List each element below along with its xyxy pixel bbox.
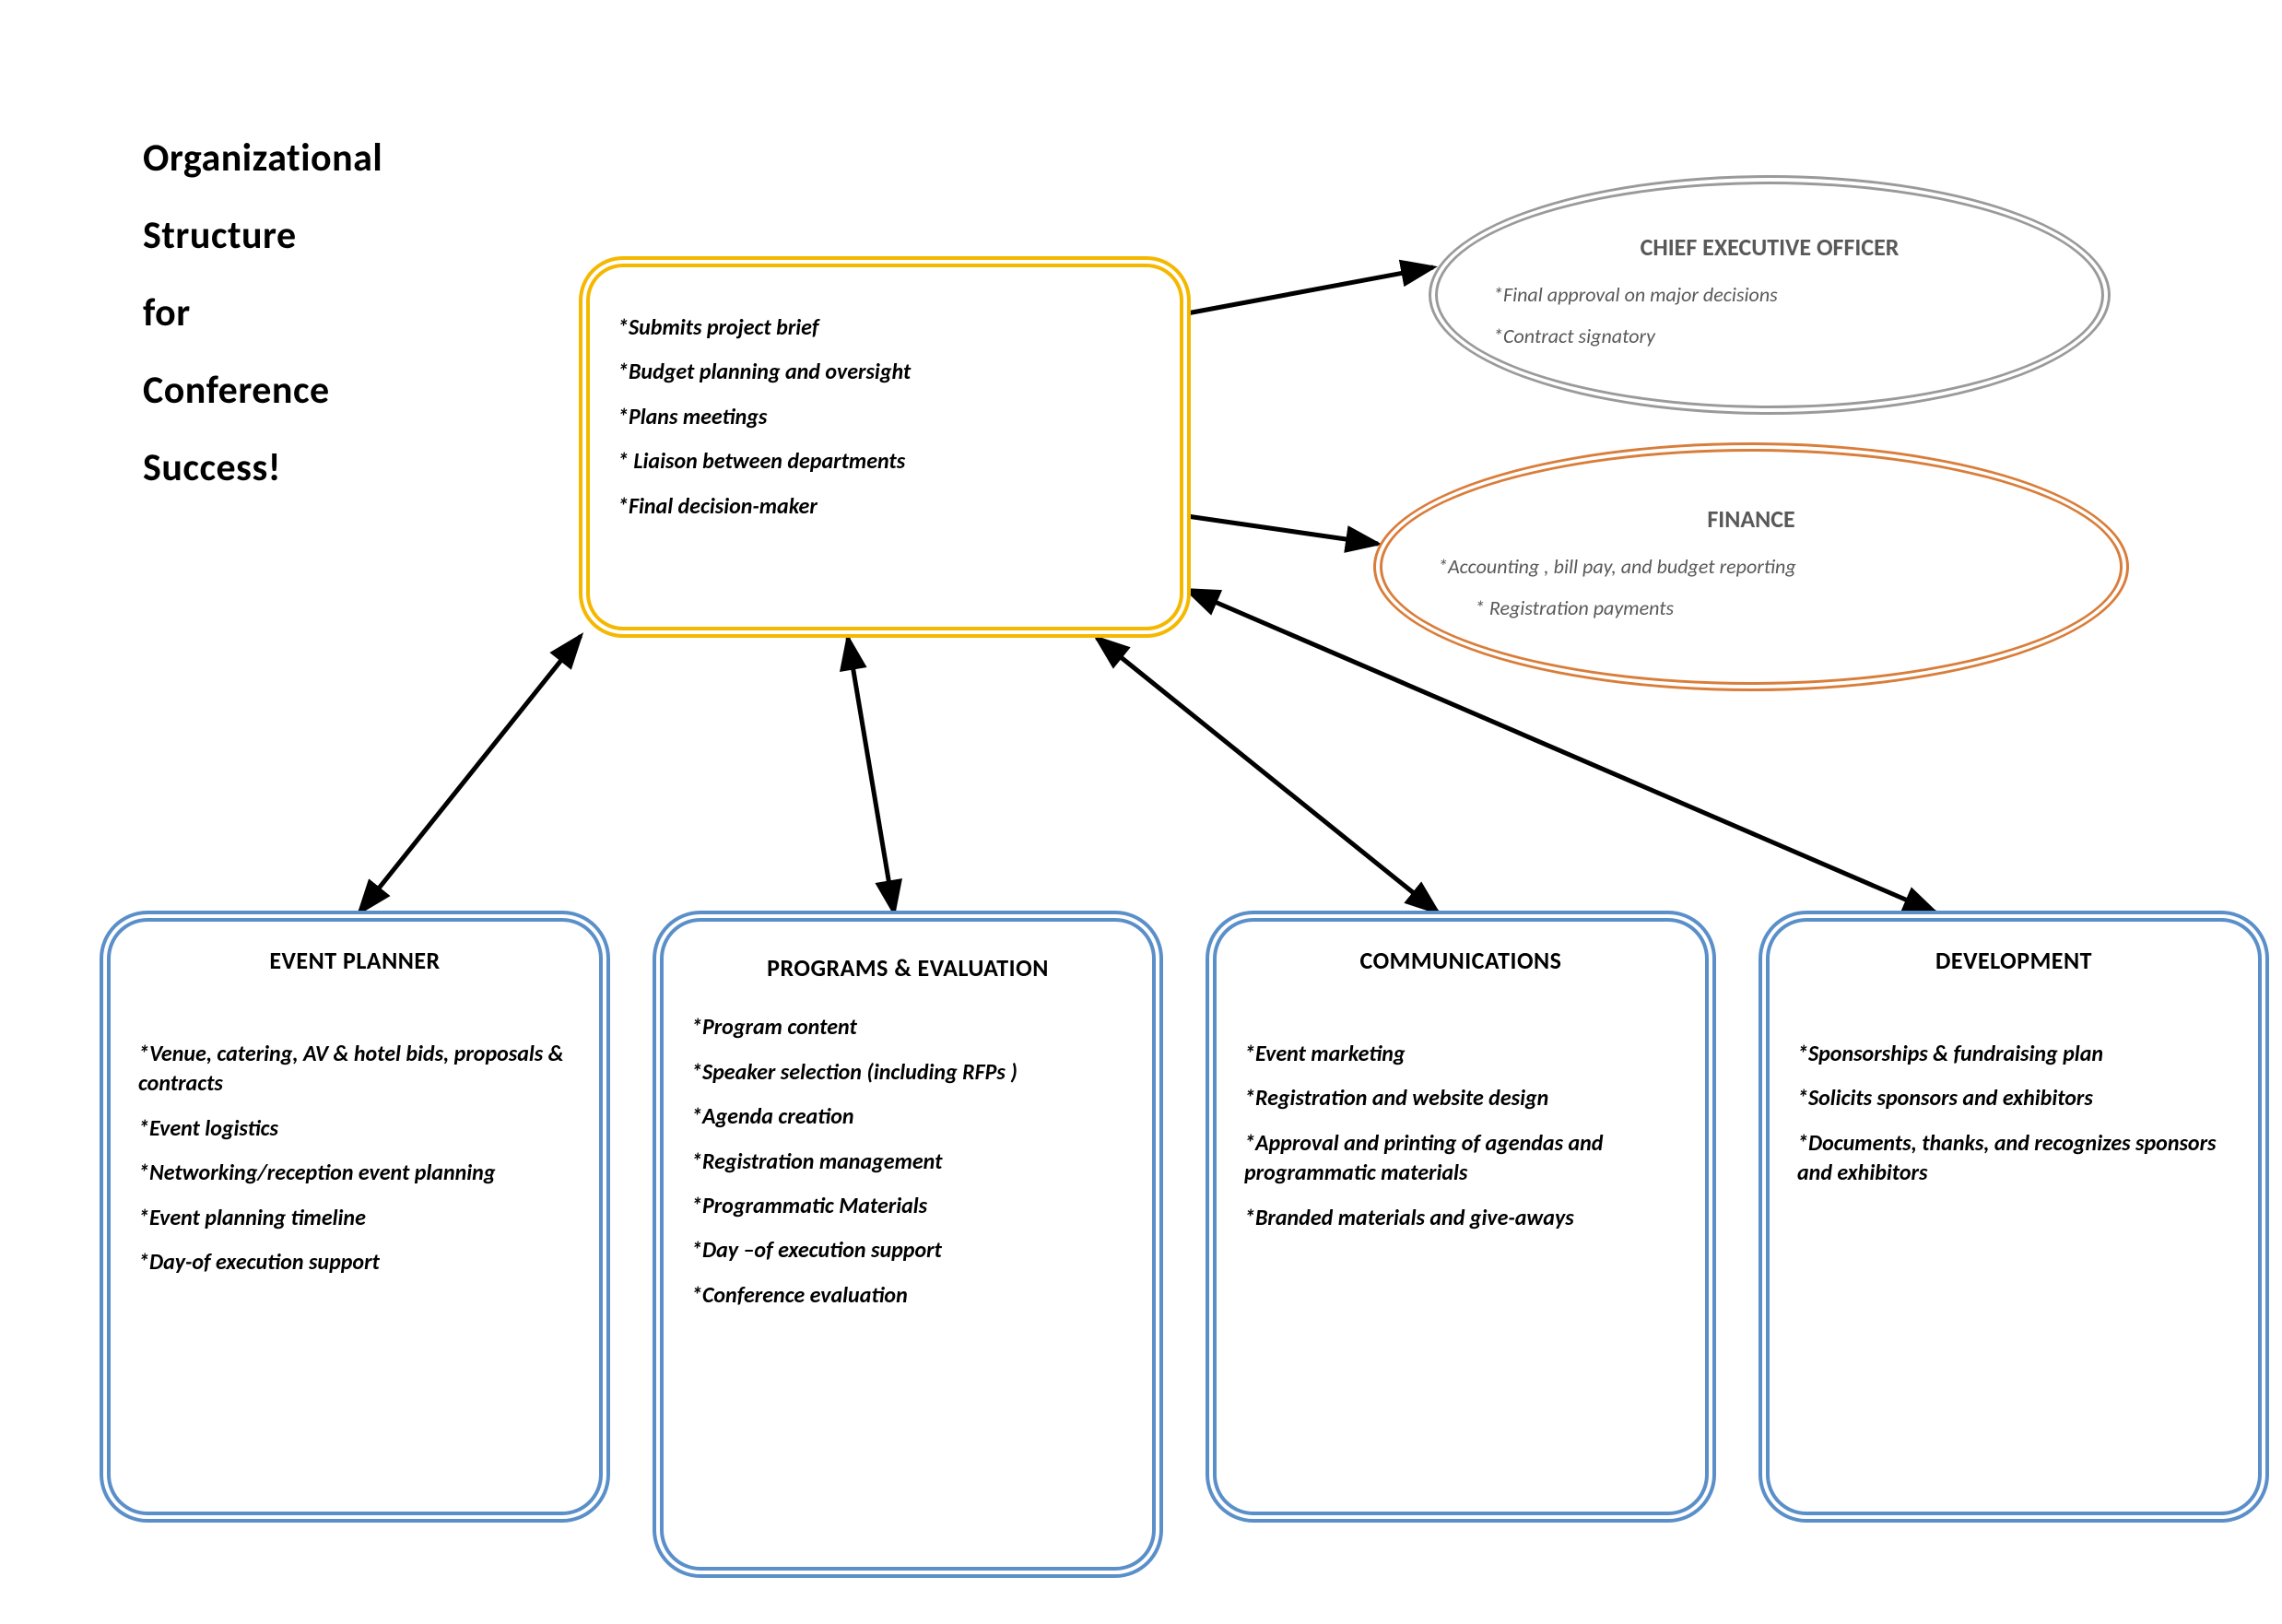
node-communications: COMMUNICATIONS *Event marketing *Registr…	[1217, 922, 1705, 1512]
bullet: *Branded materials and give-aways	[1244, 1204, 1677, 1233]
node-programs-evaluation: PROGRAMS & EVALUATION *Program content *…	[664, 922, 1152, 1567]
bullet: *Conference evaluation	[691, 1281, 1124, 1311]
bullet: *Venue, catering, AV & hotel bids, propo…	[138, 1040, 571, 1100]
bullet: *Plans meetings	[618, 403, 1152, 432]
bullet: *Documents, thanks, and recognizes spons…	[1797, 1129, 2230, 1189]
bullet: *Programmatic Materials	[691, 1192, 1124, 1221]
bullet: *Approval and printing of agendas and pr…	[1244, 1129, 1677, 1189]
bullet: *Sponsorships & fundraising plan	[1797, 1040, 2230, 1069]
bullet: *Contract signatory	[1493, 324, 2046, 350]
node-title: CHIEF EXECUTIVE OFFICER	[1493, 232, 2046, 262]
bullet: *Agenda creation	[691, 1102, 1124, 1132]
node-title: COMMUNICATIONS	[1244, 946, 1677, 975]
node-title: EVENT PLANNER	[138, 946, 571, 975]
diagram-title: Organizational Structure for Conference …	[143, 120, 382, 507]
bullet: *Event marketing	[1244, 1040, 1677, 1069]
title-line: Organizational	[143, 120, 382, 197]
node-development: DEVELOPMENT *Sponsorships & fundraising …	[1770, 922, 2258, 1512]
node-title: DEVELOPMENT	[1797, 946, 2230, 975]
bullet: *Solicits sponsors and exhibitors	[1797, 1084, 2230, 1113]
node-project-manager: *Submits project brief *Budget planning …	[590, 267, 1180, 627]
bullet: *Event logistics	[138, 1114, 571, 1144]
title-line: Structure	[143, 197, 382, 275]
bullet: *Registration management	[691, 1147, 1124, 1177]
bullet: * Liaison between departments	[618, 447, 1152, 477]
bullet: *Submits project brief	[618, 313, 1152, 343]
bullet: *Program content	[691, 1013, 1124, 1042]
bullet: *Final decision-maker	[618, 492, 1152, 522]
bullet: *Day-of execution support	[138, 1248, 571, 1277]
node-title: PROGRAMS & EVALUATION	[691, 946, 1124, 991]
title-line: Conference	[143, 352, 382, 430]
node-title: FINANCE	[1438, 504, 2064, 534]
title-line: for	[143, 275, 382, 352]
bullet: *Budget planning and oversight	[618, 358, 1152, 387]
node-finance: FINANCE *Accounting , bill pay, and budg…	[1382, 452, 2120, 682]
node-event-planner: EVENT PLANNER *Venue, catering, AV & hot…	[111, 922, 599, 1512]
title-line: Success!	[143, 430, 382, 507]
bullet: *Registration and website design	[1244, 1084, 1677, 1113]
bullet: *Speaker selection (including RFPs )	[691, 1058, 1124, 1088]
bullet: *Accounting , bill pay, and budget repor…	[1438, 554, 2064, 581]
bullet: *Final approval on major decisions	[1493, 282, 2046, 309]
bullet: *Networking/reception event planning	[138, 1159, 571, 1188]
bullet: *Event planning timeline	[138, 1204, 571, 1233]
bullet: * Registration payments	[1438, 595, 2064, 622]
node-ceo: CHIEF EXECUTIVE OFFICER *Final approval …	[1438, 184, 2101, 406]
bullet: *Day –of execution support	[691, 1236, 1124, 1265]
